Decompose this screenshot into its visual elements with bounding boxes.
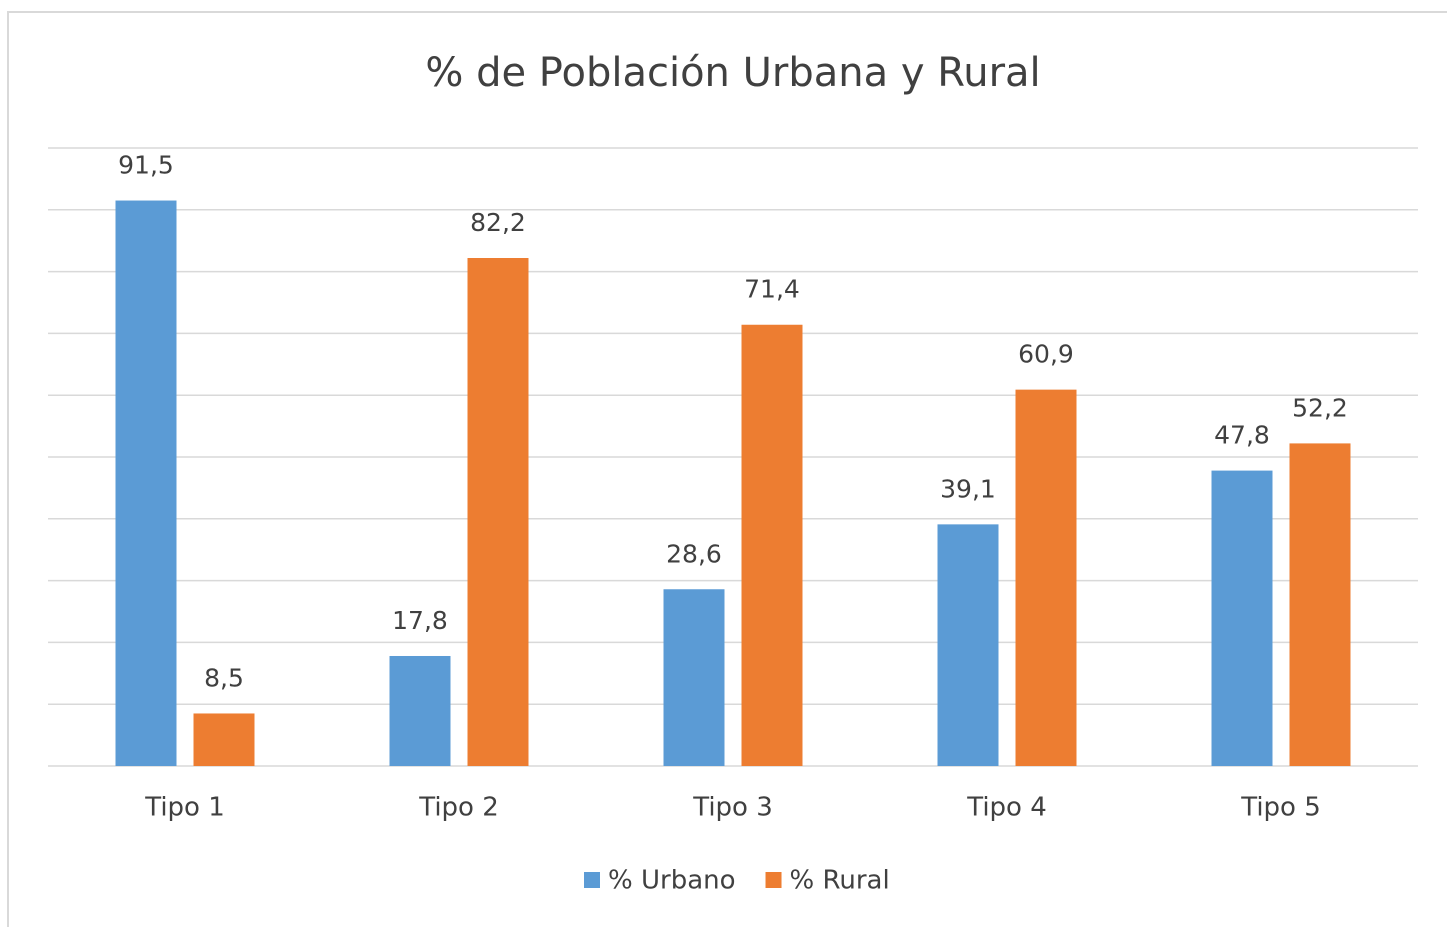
chart-frame — [7, 11, 1447, 927]
data-label: 82,2 — [470, 208, 526, 237]
bar — [1289, 443, 1351, 766]
bar — [1015, 389, 1077, 766]
x-tick-label: Tipo 2 — [418, 793, 499, 823]
bar — [663, 589, 725, 766]
data-label: 39,1 — [940, 474, 996, 503]
data-label: 47,8 — [1214, 421, 1270, 450]
bar — [389, 655, 451, 766]
x-tick-label: Tipo 3 — [692, 793, 773, 823]
bar — [1211, 470, 1273, 766]
x-tick-label: Tipo 4 — [966, 793, 1047, 823]
legend-label: % Rural — [790, 866, 890, 896]
bar — [741, 324, 803, 766]
data-label: 52,2 — [1292, 393, 1348, 422]
data-label: 28,6 — [666, 539, 722, 568]
bar — [467, 258, 529, 766]
chart-title: % de Población Urbana y Rural — [425, 50, 1040, 96]
data-label: 91,5 — [118, 151, 174, 180]
bar — [937, 524, 999, 766]
x-tick-label: Tipo 1 — [144, 793, 225, 823]
legend-label: % Urbano — [608, 866, 736, 896]
data-label: 60,9 — [1018, 340, 1074, 369]
x-tick-label: Tipo 5 — [1240, 793, 1321, 823]
data-label: 71,4 — [744, 275, 800, 304]
bar — [115, 200, 177, 766]
legend-swatch — [765, 872, 782, 888]
data-label: 8,5 — [204, 663, 244, 692]
legend-swatch — [584, 872, 600, 888]
data-label: 17,8 — [392, 606, 448, 635]
bar — [193, 713, 255, 766]
